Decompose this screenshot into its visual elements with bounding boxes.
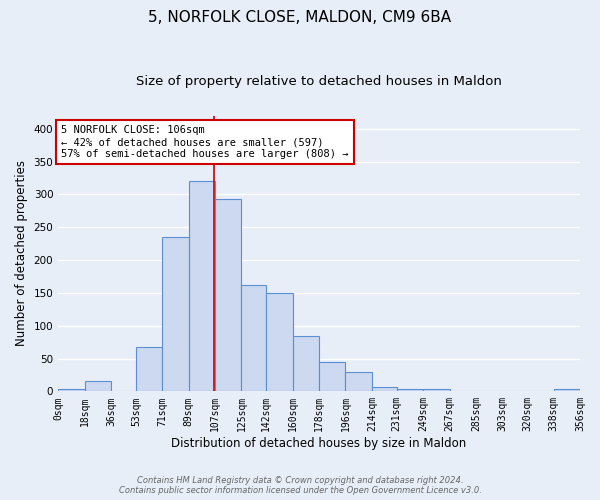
- Bar: [58, 388, 85, 392]
- Text: 5, NORFOLK CLOSE, MALDON, CM9 6BA: 5, NORFOLK CLOSE, MALDON, CM9 6BA: [148, 10, 452, 25]
- Bar: [266, 293, 293, 392]
- Bar: [188, 181, 215, 392]
- Bar: [215, 199, 241, 392]
- Y-axis label: Number of detached properties: Number of detached properties: [15, 160, 28, 346]
- Bar: [85, 382, 111, 392]
- Bar: [346, 372, 372, 392]
- Bar: [136, 346, 162, 392]
- Bar: [372, 386, 397, 392]
- Bar: [319, 362, 346, 392]
- X-axis label: Distribution of detached houses by size in Maldon: Distribution of detached houses by size …: [172, 437, 467, 450]
- Bar: [241, 285, 266, 392]
- Bar: [554, 390, 580, 392]
- Bar: [293, 336, 319, 392]
- Text: Contains HM Land Registry data © Crown copyright and database right 2024.
Contai: Contains HM Land Registry data © Crown c…: [119, 476, 481, 495]
- Bar: [397, 388, 423, 392]
- Bar: [162, 237, 188, 392]
- Title: Size of property relative to detached houses in Maldon: Size of property relative to detached ho…: [136, 75, 502, 88]
- Bar: [423, 388, 449, 392]
- Text: 5 NORFOLK CLOSE: 106sqm
← 42% of detached houses are smaller (597)
57% of semi-d: 5 NORFOLK CLOSE: 106sqm ← 42% of detache…: [61, 126, 349, 158]
